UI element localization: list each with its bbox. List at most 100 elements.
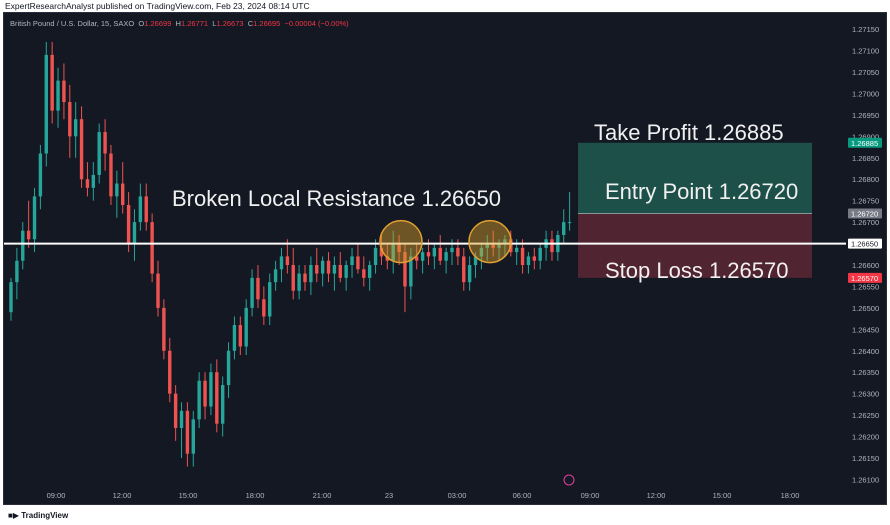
candle-body [479, 247, 484, 257]
price-tick-label: 1.26550 [852, 282, 879, 291]
candle-body [238, 325, 243, 347]
publisher-line: ExpertResearchAnalyst published on Tradi… [5, 1, 310, 11]
price-tick-label: 1.26100 [852, 475, 879, 484]
open-label: O [138, 19, 145, 28]
candle [403, 243, 407, 313]
candle [203, 372, 207, 420]
take-profit-badge-text: 1.26885 [851, 139, 878, 148]
candle-body [79, 119, 84, 180]
candle-body [279, 256, 284, 270]
candle [432, 243, 437, 270]
candle [326, 252, 331, 283]
candle [220, 376, 225, 437]
candle-body [315, 265, 319, 274]
candle-body [550, 239, 554, 253]
candle-body [485, 243, 489, 248]
candle [226, 342, 231, 398]
time-tick-label: 21:00 [313, 491, 332, 500]
candle [520, 239, 525, 274]
tradingview-logo[interactable]: ■▶ TradingView [8, 511, 68, 520]
candle-body [44, 54, 48, 154]
candle-body [68, 102, 72, 137]
candle-body [526, 256, 531, 266]
candle [97, 123, 101, 184]
time-tick-label: 09:00 [47, 491, 66, 500]
price-axis[interactable]: 1.27150 1.27100 1.27050 1.27000 1.26950 1.269… [852, 25, 879, 484]
candle [362, 256, 366, 287]
time-tick-label: 18:00 [246, 491, 265, 500]
candle [562, 209, 566, 244]
time-tick-label: 15:00 [179, 491, 198, 500]
price-tick-label: 1.26250 [852, 411, 879, 420]
price-badges: 1.26885 1.26720 1.26650 1.26570 [848, 137, 882, 283]
candle-body [462, 256, 466, 283]
candle-body [520, 247, 525, 266]
candle-body [109, 153, 113, 197]
candle-body [209, 372, 213, 407]
candle-body [532, 256, 537, 261]
candle [556, 230, 560, 261]
candle-body [85, 179, 90, 188]
open-value: 1.26699 [144, 19, 172, 28]
candle [397, 234, 401, 266]
low-value: 1.26673 [216, 19, 244, 28]
candle-body [132, 222, 137, 244]
close-label: C [247, 19, 254, 28]
entry-badge-text: 1.26720 [851, 210, 878, 219]
tradingview-brand: TradingView [21, 511, 69, 520]
candle [279, 247, 284, 283]
candle-body [138, 196, 143, 223]
candle-body [426, 252, 431, 257]
price-tick-label: 1.27050 [852, 68, 879, 77]
candle-body [62, 80, 66, 103]
candle-body [97, 132, 101, 175]
candle [144, 183, 148, 231]
price-tick-label: 1.26400 [852, 347, 879, 356]
candle [56, 67, 60, 128]
candle-body [567, 222, 572, 224]
time-tick-label: 18:00 [781, 491, 800, 500]
candle [503, 234, 507, 257]
candle-body [191, 419, 195, 454]
price-tick-label: 1.26450 [852, 325, 879, 334]
time-axis[interactable]: 09:00 12:00 15:00 18:00 21:00 23 03:00 06:00 09:… [47, 474, 800, 500]
candle-body [168, 350, 172, 394]
time-tick-label: 09:00 [581, 491, 600, 500]
time-tick-label: 23 [385, 491, 393, 500]
candle [121, 162, 125, 214]
change-value: −0.00004 (−0.00%) [284, 19, 349, 28]
candle-body [156, 273, 160, 308]
candle [38, 144, 43, 210]
candle-body [332, 265, 337, 274]
candle [185, 402, 190, 467]
candle-body [15, 260, 19, 283]
profit-zone [578, 142, 812, 214]
candle [50, 42, 54, 124]
candle-body [432, 247, 437, 257]
candle [297, 265, 301, 300]
take-profit-label: Take Profit 1.26885 [594, 120, 784, 145]
candle-body [291, 265, 295, 291]
candle [91, 162, 96, 201]
price-tick-label: 1.27100 [852, 47, 879, 56]
resistance-badge-bg [848, 238, 882, 249]
candle [309, 256, 313, 296]
low-label: L [212, 19, 217, 28]
candle [268, 273, 272, 326]
candle [467, 256, 472, 291]
candle-body [338, 265, 342, 278]
candle-body [9, 282, 13, 313]
candle-body [197, 380, 201, 420]
candle [62, 63, 66, 120]
candle-body [391, 243, 395, 261]
candle-body [91, 174, 96, 188]
candle [350, 247, 354, 278]
resistance-badge-text: 1.26650 [851, 240, 878, 249]
price-tick-label: 1.26850 [852, 154, 879, 163]
candle-body [367, 265, 372, 278]
candle [273, 260, 278, 291]
candle-body [444, 252, 448, 261]
time-tick-label: 06:00 [513, 491, 532, 500]
candle-body [73, 119, 78, 137]
